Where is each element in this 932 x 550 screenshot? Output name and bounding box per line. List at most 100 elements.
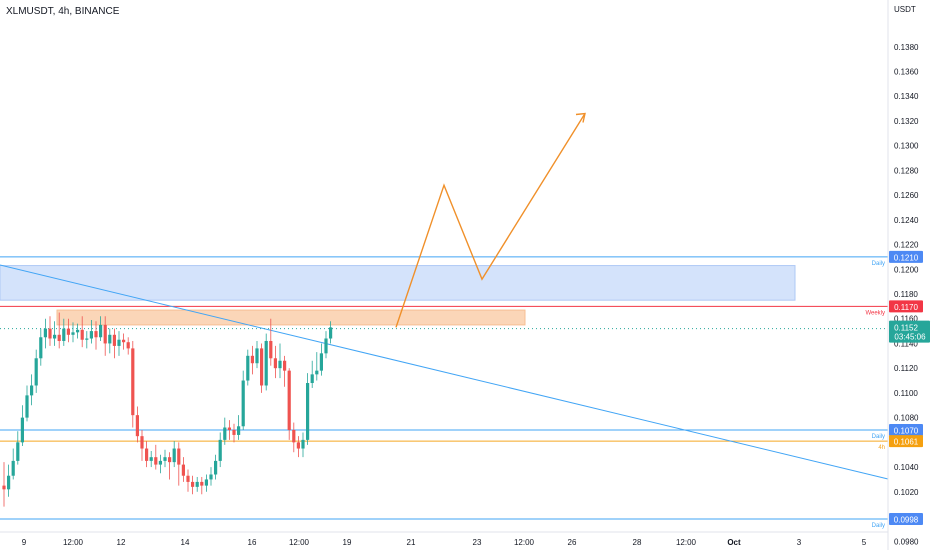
candle-body <box>62 328 66 341</box>
level-note: Weekly <box>865 310 885 316</box>
candle-body <box>163 457 167 461</box>
candle-body <box>181 464 185 476</box>
level-note: 4h <box>878 445 885 451</box>
candle-body <box>200 481 204 486</box>
candle-body <box>278 360 282 369</box>
level-note: Daily <box>872 261 885 267</box>
x-tick-label: 21 <box>407 538 416 547</box>
candle-body <box>20 417 24 443</box>
level-note: Daily <box>872 523 885 529</box>
candle-body <box>168 457 172 463</box>
candle-body <box>39 337 43 359</box>
y-tick-label: 0.1100 <box>894 389 918 398</box>
level-price-tag <box>889 435 923 448</box>
candle-body <box>191 481 195 487</box>
x-tick-label: 12:00 <box>289 538 310 547</box>
x-tick-label: 9 <box>22 538 27 547</box>
x-tick-label: 28 <box>633 538 642 547</box>
candle-body <box>223 427 227 440</box>
currency-label: USDT <box>894 5 916 14</box>
x-tick-label: 12:00 <box>63 538 84 547</box>
candle-body <box>186 475 190 482</box>
y-tick-label: 0.1380 <box>894 43 919 52</box>
projection-path <box>395 113 586 328</box>
candle-body <box>34 358 38 386</box>
y-tick-label: 0.1360 <box>894 67 919 76</box>
candle-body <box>214 460 218 475</box>
candle-body <box>158 460 162 465</box>
candle-body <box>94 331 98 338</box>
y-tick-label: 0.1200 <box>894 265 919 274</box>
level-price-tag <box>889 512 923 525</box>
level-price-tag <box>889 300 923 313</box>
candle-body <box>241 380 245 427</box>
candle-body <box>329 327 333 339</box>
candle-body <box>172 448 176 463</box>
candle-body <box>89 331 93 339</box>
candle-body <box>16 442 20 461</box>
candle-body <box>117 339 121 346</box>
trendline <box>0 264 889 480</box>
candle-body <box>177 448 181 465</box>
y-tick-label: 0.1240 <box>894 216 919 225</box>
candle-body <box>85 338 89 340</box>
candle-body <box>71 332 75 335</box>
x-tick-label: 5 <box>862 538 867 547</box>
candle-body <box>48 328 52 339</box>
x-tick-label: 12 <box>117 538 126 547</box>
x-tick-label: 19 <box>343 538 352 547</box>
candle-body <box>260 348 264 386</box>
y-tick-label: 0.0980 <box>894 537 919 546</box>
candle-body <box>301 439 305 449</box>
candle-body <box>11 460 15 476</box>
candle-body <box>43 328 47 338</box>
level-price-tag-label: 0.1170 <box>894 303 918 312</box>
level-price-tag-label: 0.1061 <box>894 438 919 447</box>
candle-body <box>135 415 139 437</box>
x-tick-label: 3 <box>797 538 802 547</box>
candle-body <box>319 353 323 371</box>
level-price-tag-label: 0.1070 <box>894 426 919 435</box>
candle-body <box>195 481 199 487</box>
candle-body <box>149 457 153 461</box>
candles-layer <box>2 312 333 507</box>
y-tick-label: 0.1020 <box>894 488 919 497</box>
current-price-tag <box>889 320 930 343</box>
x-tick-label: 16 <box>248 538 257 547</box>
candle-body <box>255 348 259 364</box>
drawings-layer <box>395 112 586 328</box>
candle-body <box>283 360 287 371</box>
candle-body <box>30 385 34 396</box>
candle-body <box>287 370 291 430</box>
level-price-tag <box>889 423 923 436</box>
price-tags-layer: 0.1210 0.1170 0.1070 0.1061 0.0998 0.115203:4… <box>889 250 930 525</box>
levels-layer: Daily Weekly Daily 4h Daily <box>0 256 889 529</box>
y-tick-label: 0.1280 <box>894 166 919 175</box>
level-price-tag-label: 0.1210 <box>894 253 919 262</box>
y-tick-label: 0.1120 <box>894 364 918 373</box>
level-price-tag-label: 0.0998 <box>894 515 919 524</box>
y-tick-label: 0.1160 <box>894 315 918 324</box>
candle-body <box>324 338 328 354</box>
candle-body <box>76 329 80 333</box>
candle-body <box>204 479 208 486</box>
candle-body <box>237 426 241 435</box>
y-tick-label: 0.1080 <box>894 414 919 423</box>
candle-body <box>126 342 130 349</box>
candle-body <box>145 448 149 461</box>
symbol-label: XLMUSDT, 4h, BINANCE <box>6 6 120 17</box>
candle-body <box>218 439 222 461</box>
candle-body <box>2 485 6 490</box>
candle-body <box>227 427 231 430</box>
candle-body <box>53 334 57 339</box>
candle-body <box>273 358 277 369</box>
candle-body <box>315 370 319 375</box>
candle-body <box>269 340 273 359</box>
candle-body <box>140 436 144 449</box>
candle-body <box>232 429 236 435</box>
y-tick-label: 0.1260 <box>894 191 919 200</box>
candle-body <box>103 324 107 344</box>
candle-countdown-label: 03:45:06 <box>894 333 926 342</box>
candle-body <box>112 334 116 346</box>
